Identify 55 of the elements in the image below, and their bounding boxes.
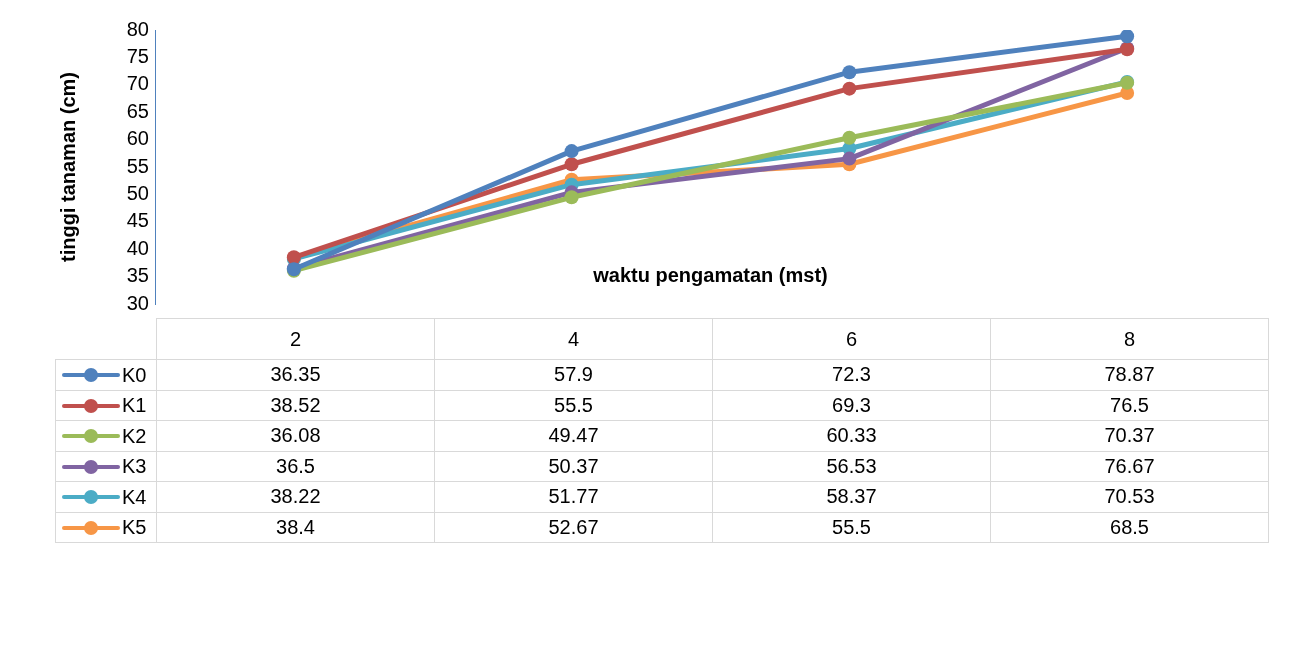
point [842, 130, 857, 145]
data-label: 60.33 [712, 420, 991, 451]
y-tick-label: 45 [126, 209, 149, 232]
y-tick-label: 70 [126, 72, 149, 95]
y-tick-label: 55 [126, 154, 149, 177]
data-label: 50.37 [434, 451, 713, 482]
x-axis-title: waktu pengamatan (mst) [592, 263, 828, 286]
data-label: 57.9 [434, 359, 713, 390]
data-label: 36.08 [156, 420, 435, 451]
data-label: 49.47 [434, 420, 713, 451]
point [564, 157, 579, 172]
data-label: 38.22 [156, 481, 435, 512]
data-label: 38.4 [156, 512, 435, 543]
y-tick-label: 65 [126, 99, 149, 122]
data-label: 68.5 [990, 512, 1269, 543]
x-tick-label: 2 [156, 318, 435, 360]
data-label: 76.67 [990, 451, 1269, 482]
y-tick-label: 60 [126, 127, 149, 150]
legend-label: K5 [122, 516, 147, 539]
data-label: 70.37 [990, 420, 1269, 451]
data-label: 58.37 [712, 481, 991, 512]
data-label: 76.5 [990, 390, 1269, 421]
data-label: 38.52 [156, 390, 435, 421]
y-axis-title: tinggi tanaman (cm) [56, 71, 79, 263]
y-tick-label: 50 [126, 181, 149, 204]
data-label: 78.87 [990, 359, 1269, 390]
legend-label: K4 [122, 485, 147, 508]
data-label: 55.5 [434, 390, 713, 421]
data-label: 56.53 [712, 451, 991, 482]
legend-label: K1 [122, 394, 147, 417]
data-label: 55.5 [712, 512, 991, 543]
data-label: 70.53 [990, 481, 1269, 512]
y-tick-label: 35 [126, 264, 149, 287]
point [842, 151, 857, 166]
point [564, 144, 579, 159]
data-label: 69.3 [712, 390, 991, 421]
y-tick-label: 80 [126, 17, 149, 40]
x-tick-label: 8 [990, 318, 1269, 360]
legend-label: K0 [122, 363, 147, 386]
point [842, 65, 857, 80]
point [842, 81, 857, 96]
data-label: 72.3 [712, 359, 991, 390]
data-label: 36.5 [156, 451, 435, 482]
x-tick-label: 4 [434, 318, 713, 360]
point [564, 190, 579, 205]
data-label: 51.77 [434, 481, 713, 512]
y-tick-label: 75 [126, 44, 149, 67]
legend-label: K2 [122, 424, 147, 447]
data-label: 52.67 [434, 512, 713, 543]
y-tick-label: 30 [126, 291, 149, 314]
y-tick-label: 40 [126, 236, 149, 259]
x-tick-label: 6 [712, 318, 991, 360]
point [1120, 30, 1135, 44]
legend-label: K3 [122, 455, 147, 478]
data-label: 36.35 [156, 359, 435, 390]
